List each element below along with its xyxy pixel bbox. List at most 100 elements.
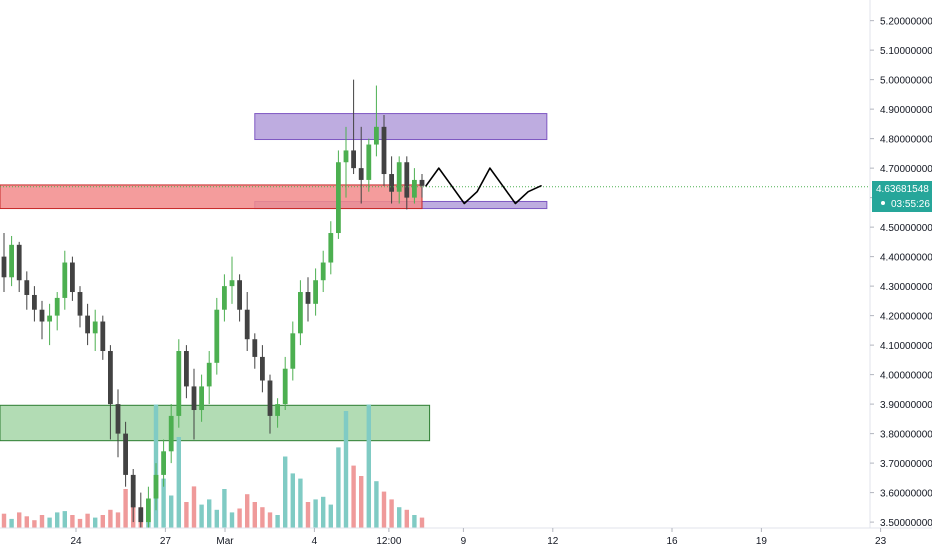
volume-bar	[207, 499, 212, 528]
y-tick-label: 3.70000000	[880, 459, 932, 470]
x-tick-label: 9	[461, 536, 467, 547]
y-tick-label: 4.80000000	[880, 135, 932, 146]
candle-body	[267, 380, 273, 416]
candle-body	[244, 309, 250, 340]
y-axis[interactable]: 5.20000000 5.10000000 5.00000000 4.90000000…	[870, 17, 932, 529]
volume-bar	[24, 516, 29, 528]
volume-bar	[237, 508, 242, 528]
y-tick-label: 5.20000000	[880, 17, 932, 28]
resistance-zone[interactable]	[254, 113, 548, 141]
volume-bar	[108, 509, 113, 528]
candle-body	[214, 309, 220, 363]
volume-bar	[267, 512, 273, 528]
volume-bar	[93, 517, 98, 528]
candle-body	[9, 244, 14, 278]
candle-body	[70, 262, 75, 293]
volume-bar	[260, 507, 265, 528]
volume-bar	[313, 499, 318, 528]
overlay-layer	[0, 167, 870, 205]
candle-body	[275, 404, 280, 416]
candle-body	[305, 292, 311, 304]
candle-body	[168, 415, 174, 452]
candle-body	[252, 339, 258, 357]
candle-body	[115, 404, 121, 434]
candle-body	[108, 351, 113, 405]
candle-body	[351, 150, 356, 169]
candle-body	[161, 451, 166, 475]
y-tick-label: 5.00000000	[880, 76, 932, 87]
candle-body	[85, 315, 90, 334]
y-tick-label: 4.70000000	[880, 164, 932, 175]
volume-bar	[245, 494, 250, 528]
candle-body	[54, 297, 60, 316]
demand-zone[interactable]	[0, 404, 431, 442]
x-tick-label: 4	[312, 536, 318, 547]
volume-bar	[77, 518, 83, 528]
last-price-value: 4.63681548	[876, 184, 929, 195]
volume-bar	[1, 513, 7, 528]
last-price-tag: 4.63681548 03:55:26	[872, 181, 932, 212]
volume-bar	[343, 411, 349, 528]
volume-bar	[366, 404, 371, 528]
candle-body	[412, 179, 417, 198]
volume-bar	[290, 473, 295, 528]
candle-body	[32, 294, 37, 310]
candle-body	[389, 174, 394, 192]
volume-bar	[85, 513, 90, 528]
volume-bar	[214, 509, 219, 528]
candle-body	[374, 126, 379, 145]
volume-bar	[17, 512, 22, 528]
volume-bar	[374, 481, 379, 528]
volume-bar	[123, 489, 128, 528]
y-tick-label: 4.30000000	[880, 282, 932, 293]
volume-bar	[47, 517, 52, 528]
countdown-dot	[881, 201, 885, 205]
candle-body	[62, 262, 68, 298]
volume-bar	[191, 486, 197, 528]
x-tick-label: 19	[756, 536, 768, 547]
candle-body	[313, 280, 318, 304]
candle-body	[358, 168, 364, 180]
volume-bar	[404, 509, 409, 528]
volume-bar	[115, 512, 121, 528]
candle-body	[191, 386, 197, 411]
candle-body	[16, 244, 22, 281]
y-tick-label: 4.00000000	[880, 371, 932, 382]
volume-bar	[176, 437, 181, 528]
y-tick-label: 4.40000000	[880, 253, 932, 264]
volume-bar	[62, 511, 67, 528]
candle-body	[176, 351, 182, 416]
x-tick-label: 27	[160, 536, 172, 547]
x-tick-label: 16	[666, 536, 678, 547]
volume-bar	[252, 502, 257, 528]
volume-bar	[9, 518, 14, 528]
last-price-countdown: 03:55:26	[891, 199, 930, 210]
volume-bar	[298, 478, 303, 528]
red-zone[interactable]	[0, 184, 423, 210]
x-tick-label: 23	[875, 536, 887, 547]
candle-body	[222, 286, 227, 310]
candle-body	[404, 162, 410, 198]
volume-bar	[161, 478, 166, 528]
candle-body	[381, 126, 387, 175]
volume-bar	[39, 515, 45, 528]
volume-bar	[381, 491, 387, 528]
x-tick-label: 24	[70, 536, 82, 547]
candle-body	[343, 150, 349, 163]
candle-body	[336, 162, 341, 234]
candle-body	[419, 179, 425, 186]
x-axis[interactable]: 24 27 Mar 4 12:00 9 12 16 19 23	[70, 528, 887, 547]
y-tick-label: 4.50000000	[880, 223, 932, 234]
volume-bar	[412, 515, 417, 528]
y-tick-label: 3.60000000	[880, 489, 932, 500]
candle-body	[77, 292, 83, 316]
volume-bar	[169, 495, 174, 528]
volume-bar	[283, 456, 288, 528]
volume-bar	[222, 489, 227, 528]
last-price-tag-bg	[872, 181, 932, 212]
volume-bar	[419, 517, 425, 528]
y-tick-label: 3.80000000	[880, 430, 932, 441]
projection-path[interactable]	[425, 167, 542, 205]
